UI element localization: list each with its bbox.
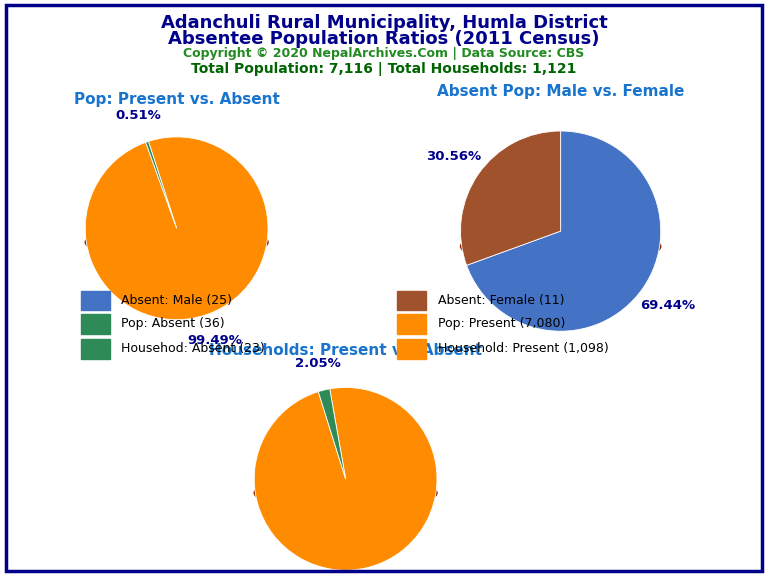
Wedge shape: [467, 131, 660, 331]
Bar: [81, 314, 110, 334]
Wedge shape: [461, 131, 561, 266]
Title: Households: Present vs. Absent: Households: Present vs. Absent: [209, 343, 482, 358]
Bar: [397, 291, 426, 310]
Wedge shape: [146, 141, 177, 228]
Text: Househod: Absent (23): Househod: Absent (23): [121, 342, 265, 355]
Text: Adanchuli Rural Municipality, Humla District: Adanchuli Rural Municipality, Humla Dist…: [161, 14, 607, 32]
Text: Pop: Present (7,080): Pop: Present (7,080): [438, 317, 565, 331]
Text: 30.56%: 30.56%: [426, 150, 482, 163]
Bar: [81, 291, 110, 310]
Wedge shape: [85, 137, 268, 320]
Bar: [397, 339, 426, 358]
Text: Total Population: 7,116 | Total Households: 1,121: Total Population: 7,116 | Total Househol…: [191, 62, 577, 76]
Text: Household: Present (1,098): Household: Present (1,098): [438, 342, 608, 355]
Wedge shape: [318, 389, 346, 479]
Bar: [81, 339, 110, 358]
Text: Absentee Population Ratios (2011 Census): Absentee Population Ratios (2011 Census): [168, 30, 600, 48]
Text: Pop: Absent (36): Pop: Absent (36): [121, 317, 225, 331]
Text: 99.49%: 99.49%: [187, 334, 243, 347]
Text: 69.44%: 69.44%: [640, 300, 695, 312]
Ellipse shape: [85, 225, 268, 260]
Wedge shape: [254, 388, 437, 570]
Text: Absent: Male (25): Absent: Male (25): [121, 294, 233, 307]
Bar: [397, 314, 426, 334]
Text: 2.05%: 2.05%: [295, 357, 340, 370]
Text: Copyright © 2020 NepalArchives.Com | Data Source: CBS: Copyright © 2020 NepalArchives.Com | Dat…: [184, 47, 584, 60]
Ellipse shape: [461, 228, 660, 266]
Title: Pop: Present vs. Absent: Pop: Present vs. Absent: [74, 93, 280, 108]
Title: Absent Pop: Male vs. Female: Absent Pop: Male vs. Female: [437, 84, 684, 99]
Text: 0.51%: 0.51%: [115, 109, 161, 122]
Text: Absent: Female (11): Absent: Female (11): [438, 294, 564, 307]
Ellipse shape: [254, 475, 437, 510]
